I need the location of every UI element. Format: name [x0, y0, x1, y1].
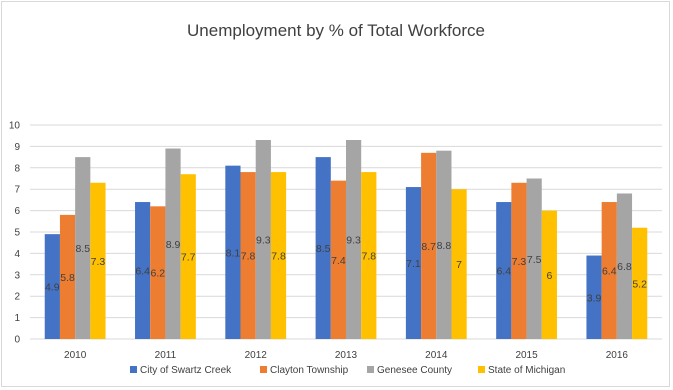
data-label: 6	[546, 270, 552, 282]
bar	[315, 157, 331, 339]
y-tick-label: 8	[14, 163, 20, 174]
data-label: 9.3	[346, 234, 361, 246]
bar	[496, 202, 512, 339]
y-tick-label: 4	[14, 249, 20, 260]
bar	[541, 210, 557, 339]
x-tick-label: 2016	[606, 350, 629, 361]
bar	[361, 172, 377, 339]
bar	[135, 202, 151, 339]
legend-label: State of Michigan	[488, 365, 565, 376]
bar	[526, 178, 542, 339]
x-tick-label: 2012	[245, 350, 268, 361]
data-label: 7.1	[406, 258, 421, 270]
legend-swatch	[260, 366, 267, 373]
bar	[59, 214, 76, 339]
data-label: 9.3	[256, 234, 271, 246]
data-label: 5.2	[632, 278, 647, 290]
legend-swatch	[367, 366, 374, 373]
y-tick-label: 0	[14, 335, 20, 346]
data-label: 6.4	[496, 266, 511, 278]
y-tick-label: 6	[14, 206, 20, 217]
data-label: 6.8	[617, 261, 632, 273]
data-label: 7	[456, 259, 462, 271]
data-label: 8.1	[226, 247, 241, 259]
bar	[421, 152, 437, 339]
legend: City of Swartz Creek Clayton Township Gene…	[130, 365, 565, 376]
data-labels: 4.95.88.57.36.4 6.28.97.7 8.1 7.89.37.88.57…	[45, 234, 647, 304]
bar	[270, 172, 287, 339]
bar	[436, 150, 452, 339]
data-label: 7.7	[181, 252, 196, 264]
data-label: 7.3	[512, 256, 527, 268]
bar	[601, 202, 617, 339]
bar	[586, 255, 602, 339]
data-label: 7.8	[241, 251, 256, 263]
y-tick-label: 3	[14, 270, 20, 281]
x-axis-ticks: 2010 2011 2012 2013 2014 2015 2016	[64, 350, 628, 361]
legend-swatch	[130, 366, 137, 373]
bar	[180, 174, 196, 339]
data-label: 8.8	[437, 240, 452, 252]
data-label: 8.5	[316, 243, 331, 255]
legend-swatch	[478, 366, 485, 373]
bar	[511, 182, 527, 339]
x-tick-label: 2014	[425, 350, 448, 361]
bar	[44, 234, 60, 339]
y-tick-label: 5	[14, 228, 20, 239]
y-tick-label: 1	[14, 313, 20, 324]
x-tick-label: 2013	[335, 350, 358, 361]
bar	[330, 180, 346, 339]
bar	[451, 189, 467, 339]
chart-title: Unemployment by % of Total Workforce	[187, 21, 485, 40]
data-label: 7.4	[331, 255, 346, 267]
bar	[150, 206, 166, 339]
y-axis-ticks: 0 1 2 3 4 5 6 7 8 9 10	[9, 121, 21, 346]
bar	[255, 139, 271, 339]
y-tick-label: 7	[14, 185, 20, 196]
x-tick-label: 2011	[155, 350, 177, 361]
bar	[405, 187, 422, 339]
bar	[616, 193, 633, 339]
data-label: 8.5	[75, 243, 90, 255]
bar	[75, 157, 91, 339]
data-label: 7.5	[527, 254, 542, 266]
legend-label: Genesee County	[377, 365, 452, 376]
data-label: 6.4	[135, 266, 150, 278]
bar	[240, 172, 256, 339]
data-label: 4.9	[45, 282, 60, 294]
bar	[346, 139, 362, 339]
data-label: 5.8	[60, 272, 75, 284]
bar	[165, 148, 181, 339]
legend-label: City of Swartz Creek	[140, 365, 232, 376]
x-tick-label: 2015	[515, 350, 538, 361]
data-label: 6.4	[602, 266, 617, 278]
y-tick-label: 9	[14, 142, 20, 153]
data-label: 3.9	[587, 292, 602, 304]
data-label: 8.7	[421, 241, 436, 253]
bars	[44, 139, 648, 339]
bar	[225, 165, 241, 339]
y-tick-label: 2	[14, 292, 20, 303]
bar	[90, 182, 106, 339]
y-tick-label: 10	[9, 121, 21, 132]
bar	[632, 227, 648, 339]
data-label: 8.9	[166, 239, 181, 251]
data-label: 7.8	[271, 251, 286, 263]
data-label: 7.8	[361, 251, 376, 263]
data-label: 7.3	[91, 256, 106, 268]
legend-label: Clayton Township	[270, 365, 349, 376]
data-label: 6.2	[151, 268, 166, 280]
x-tick-label: 2010	[64, 350, 87, 361]
